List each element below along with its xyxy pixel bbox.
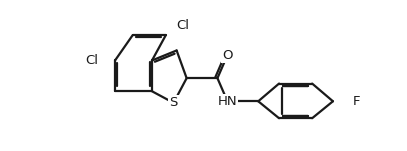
- Text: Cl: Cl: [176, 19, 189, 32]
- Text: O: O: [222, 49, 233, 62]
- Text: HN: HN: [218, 95, 237, 108]
- Text: Cl: Cl: [85, 54, 98, 67]
- Text: F: F: [352, 95, 360, 108]
- Text: S: S: [169, 96, 178, 109]
